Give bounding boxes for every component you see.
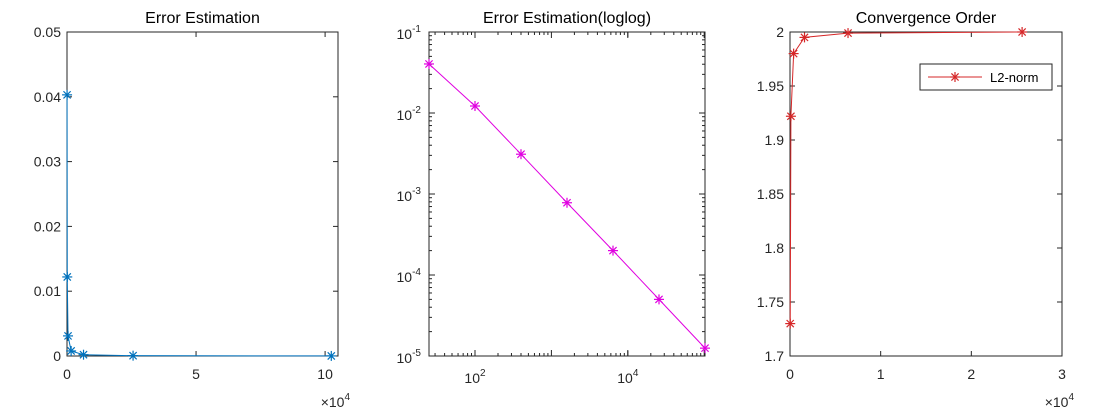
y-tick-label: 0 [53,348,61,364]
x-axis-multiplier: ×104 [321,392,351,410]
y-tick-label: 1.85 [757,186,784,202]
y-tick-label: 10-1 [397,24,422,42]
chart-2: Error Estimation(loglog)102 10410-110-210… [397,10,710,386]
data-point [785,111,796,122]
axes-box [66,31,339,357]
data-point [516,149,526,160]
data-point [788,48,799,59]
data-point [78,349,89,360]
x-tick-label: 1 [877,366,885,382]
x-axis-multiplier: ×104 [1045,392,1075,410]
axes-box [428,31,706,357]
chart-title: Convergence Order [856,10,997,27]
chart-title: Error Estimation [145,10,260,27]
tick-base: 10 [464,370,480,386]
x-tick-label: 3 [1058,366,1066,382]
tick-base: 10 [397,107,413,123]
legend-label: L2-norm [990,70,1038,85]
chart-1: Error Estimation 0 5 10 0 0.01 0.02 0.03 0.04 0.0… [34,10,351,410]
data-point [785,318,796,329]
multiplier-base: ×10 [321,394,345,410]
y-tick-label: 10-5 [397,348,422,366]
y-tick-label: 10-4 [397,267,422,285]
x-tick-label: 0 [63,366,71,382]
y-tick-label: 0.01 [34,283,61,299]
tick-exponent: -4 [412,267,421,278]
tick-exponent: -3 [412,186,421,197]
x-tick-label: 0 [786,366,794,382]
data-point [128,350,139,361]
data-point [654,294,664,305]
data-point [843,28,854,39]
tick-exponent: 4 [633,368,639,379]
data-point [562,197,572,208]
y-tick-label: 1.75 [757,294,784,310]
data-point [424,58,434,69]
data-point [62,89,73,100]
y-tick-label: 2 [776,24,784,40]
data-point [608,245,618,256]
y-tick-label: 0.02 [34,218,61,234]
y-tick-label: 1.7 [765,348,785,364]
tick-exponent: -5 [412,348,421,359]
chart-title: Error Estimation(loglog) [483,10,651,27]
multiplier-base: ×10 [1045,394,1069,410]
series-line [789,31,1023,324]
data-point [66,345,77,356]
tick-exponent: -2 [412,105,421,116]
tick-base: 10 [397,26,413,42]
legend: L2-norm [919,63,1053,91]
x-tick-label: 104 [617,368,639,386]
data-point [62,271,73,282]
multiplier-exponent: 4 [344,392,350,403]
y-tick-label: 1.95 [757,78,784,94]
data-point [700,343,710,354]
x-tick-label: 2 [967,366,975,382]
tick-exponent: 2 [480,368,486,379]
y-tick-label: 1.8 [765,240,785,256]
tick-base: 10 [617,370,633,386]
data-point [1017,27,1028,37]
x-tick-label: 5 [192,366,200,382]
tick-base: 10 [397,188,413,204]
data-point [799,32,810,43]
multiplier-exponent: 4 [1068,392,1074,403]
data-point [63,330,74,341]
y-tick-label: 1.9 [765,132,785,148]
y-tick-label: 10-3 [397,186,422,204]
data-point [470,101,480,112]
tick-base: 10 [397,350,413,366]
data-point [326,350,337,361]
legend-box [919,63,1053,91]
y-tick-label: 0.05 [34,24,61,40]
chart-3: Convergence Order 0 1 2 3 1.7 1.75 1.8 1.85 1.9 1.… [757,10,1075,410]
tick-exponent: -1 [412,24,421,35]
legend-marker [950,72,960,82]
y-tick-label: 0.03 [34,154,61,170]
x-tick-label: 10 [317,366,333,382]
y-tick-label: 0.04 [34,89,61,105]
y-tick-label: 10-2 [397,105,422,123]
x-tick-label: 102 [464,368,486,386]
tick-base: 10 [397,269,413,285]
